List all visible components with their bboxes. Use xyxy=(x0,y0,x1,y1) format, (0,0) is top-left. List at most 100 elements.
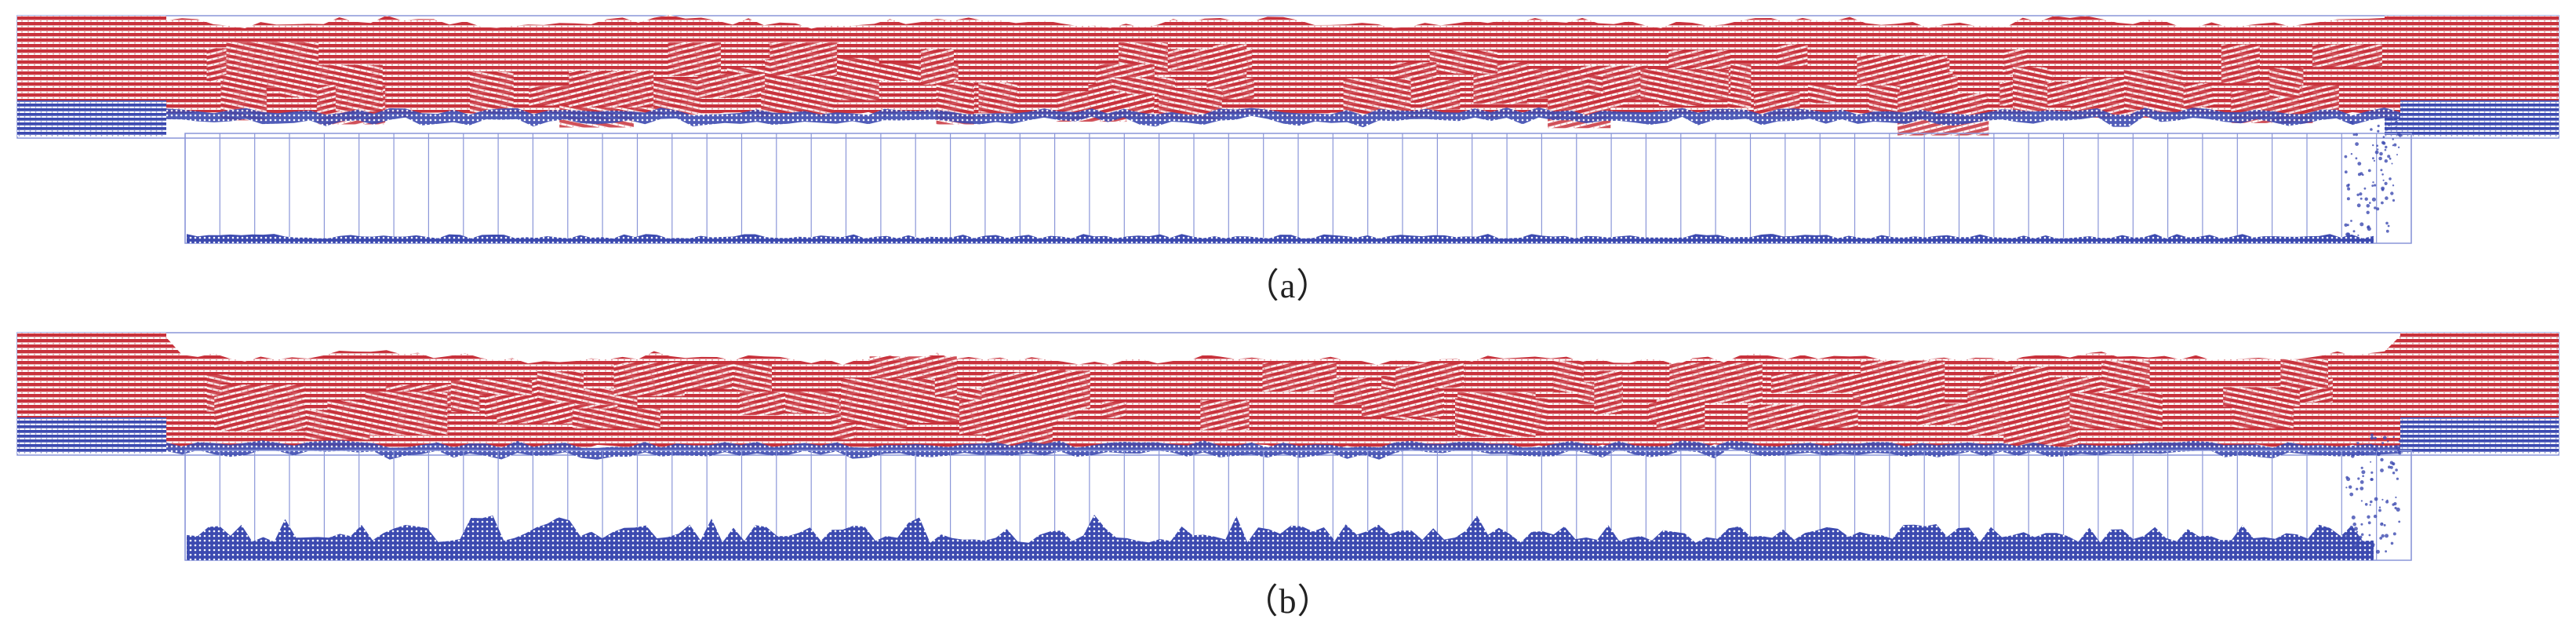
falling-particle xyxy=(2395,496,2397,498)
falling-particle xyxy=(2360,222,2364,227)
falling-particle xyxy=(2372,157,2374,160)
falling-particle xyxy=(2345,541,2347,545)
falling-particle xyxy=(2351,454,2355,458)
fractured-segment xyxy=(335,64,383,112)
fractured-segment xyxy=(1395,366,1435,408)
fractured-segment xyxy=(920,49,954,85)
fractured-segment xyxy=(2312,44,2382,67)
fractured-segment xyxy=(697,73,772,98)
falling-particle xyxy=(2370,128,2373,131)
falling-particle xyxy=(2374,497,2378,501)
falling-particle xyxy=(2370,500,2373,504)
fractured-segment xyxy=(1807,85,1836,104)
particle-model-a xyxy=(16,15,2560,244)
falling-particle xyxy=(2370,471,2374,474)
falling-particle xyxy=(2357,234,2360,236)
fractured-segment xyxy=(1333,377,1370,405)
fractured-segment xyxy=(1669,363,1763,403)
panel-b: （b） xyxy=(0,317,2576,634)
coal-seam-block-left xyxy=(17,417,166,454)
falling-particle xyxy=(2366,210,2370,214)
fractured-segment xyxy=(978,82,1018,113)
falling-particle xyxy=(2362,475,2364,477)
falling-particle xyxy=(2370,461,2372,463)
fractured-segment xyxy=(739,392,786,416)
falling-particle xyxy=(2381,498,2384,501)
collapsed-debris xyxy=(187,515,2374,560)
falling-particle xyxy=(2380,468,2384,472)
falling-particle xyxy=(2370,435,2374,440)
falling-particle xyxy=(2368,534,2371,537)
falling-particle xyxy=(2385,534,2389,538)
falling-particle xyxy=(2392,435,2395,439)
falling-particle xyxy=(2385,221,2389,225)
fractured-segment xyxy=(2123,70,2184,111)
falling-particle xyxy=(2369,443,2373,446)
coal-seam-block-right xyxy=(2400,417,2559,454)
fractured-segment xyxy=(2101,360,2150,389)
fractured-segment xyxy=(1656,399,1705,429)
fractured-segment xyxy=(1857,54,1948,86)
falling-particle xyxy=(2354,545,2357,547)
falling-particle xyxy=(2380,522,2384,527)
falling-particle xyxy=(2352,522,2356,527)
falling-particle xyxy=(2370,433,2374,437)
falling-particle xyxy=(2384,181,2388,185)
falling-particle xyxy=(2346,477,2351,482)
fractured-segment xyxy=(221,384,306,432)
caption-b: （b） xyxy=(1243,582,1333,621)
overburden-block-left xyxy=(17,333,166,417)
fractured-segment xyxy=(1006,379,1033,421)
falling-particle xyxy=(2373,159,2375,162)
fractured-segment xyxy=(1112,77,1176,94)
fractured-segment xyxy=(668,42,722,77)
falling-particle xyxy=(2360,466,2363,469)
falling-particle xyxy=(2349,526,2353,529)
falling-particle xyxy=(2367,521,2371,525)
falling-particle xyxy=(2396,477,2399,480)
fractured-segment xyxy=(469,71,514,114)
fractured-segment xyxy=(2013,67,2048,112)
falling-particle xyxy=(2385,126,2389,131)
fractured-segment xyxy=(2223,387,2300,407)
falling-particle xyxy=(2374,184,2377,187)
falling-particle xyxy=(2398,133,2402,137)
fractured-segment xyxy=(840,378,935,423)
fractured-segment xyxy=(654,364,733,389)
falling-particle xyxy=(2385,229,2389,233)
fractured-segment xyxy=(1343,78,1411,115)
falling-particle xyxy=(2392,532,2396,536)
falling-particle xyxy=(2344,223,2348,227)
falling-particle xyxy=(2359,192,2363,196)
falling-particle xyxy=(2382,136,2385,138)
falling-particle xyxy=(2357,537,2362,541)
falling-particle xyxy=(2351,516,2356,519)
falling-particle xyxy=(2344,170,2348,174)
falling-particle xyxy=(2353,527,2358,531)
falling-particle xyxy=(2360,197,2363,200)
fractured-segment xyxy=(2299,85,2339,115)
falling-particle xyxy=(2346,232,2351,237)
falling-particle xyxy=(2361,533,2364,536)
falling-particle xyxy=(2389,177,2392,180)
falling-particle xyxy=(2390,191,2394,195)
falling-particle xyxy=(2387,224,2390,228)
falling-particle xyxy=(2377,148,2379,151)
falling-particle xyxy=(2385,500,2389,504)
falling-particle xyxy=(2345,535,2348,537)
falling-particle xyxy=(2385,196,2389,200)
fractured-segment xyxy=(1517,68,1588,99)
fractured-segment xyxy=(1916,403,1981,425)
fractured-segment xyxy=(2221,44,2260,83)
falling-particle xyxy=(2370,478,2374,481)
coal-seam-block-right xyxy=(2385,100,2559,137)
fractured-segment xyxy=(1727,64,1752,108)
fractured-segment xyxy=(365,392,448,435)
falling-particle xyxy=(2396,154,2398,156)
falling-particle xyxy=(2357,477,2360,480)
falling-particle xyxy=(2356,530,2359,533)
falling-particle xyxy=(2350,153,2353,155)
falling-particle xyxy=(2349,120,2354,125)
fractured-segment xyxy=(1776,44,1808,67)
falling-particle xyxy=(2385,118,2389,120)
